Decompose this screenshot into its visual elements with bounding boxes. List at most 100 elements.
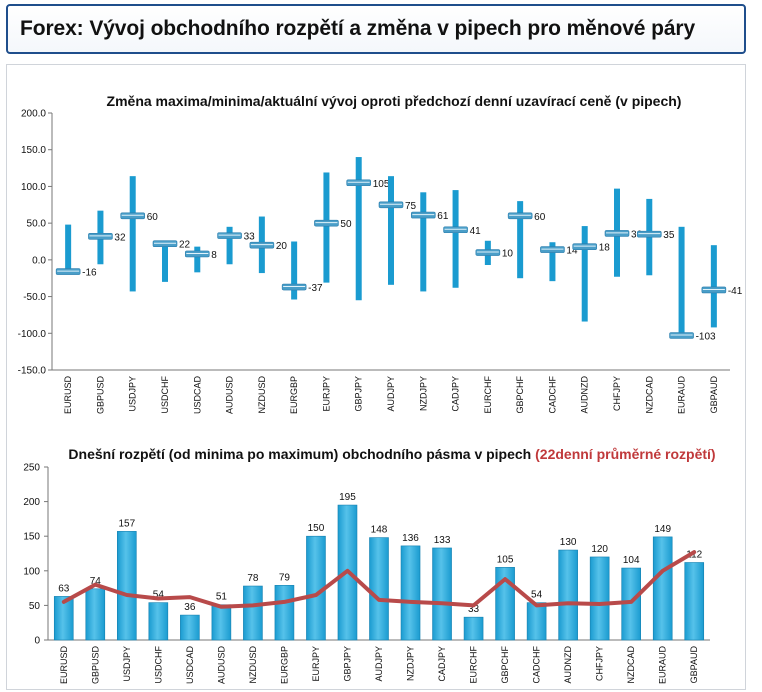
chart2-value-label: 74: [90, 576, 102, 587]
chart2-title-main: Dnešní rozpětí (od minima po maximum) ob…: [68, 446, 531, 462]
chart1-title: Změna maxima/minima/aktuální vývoj oprot…: [107, 93, 682, 109]
chart2-value-label: 133: [434, 535, 451, 546]
chart1-current-label: -37: [308, 283, 323, 294]
chart2-category-label: NZDCAD: [626, 646, 636, 684]
chart1-category-label: GBPJPY: [354, 376, 364, 412]
chart1-current-label: 8: [211, 250, 217, 261]
chart1-category-label: EURUSD: [63, 376, 73, 415]
chart1-current-label: 33: [244, 232, 256, 243]
chart2-ytick-label: 150: [23, 532, 40, 543]
chart1-category-label: CHFJPY: [612, 376, 622, 411]
chart1-range-bar: [420, 192, 427, 292]
chart1-range-bar: [291, 241, 298, 300]
chart1-current-label: 10: [502, 249, 514, 260]
chart1-current-label: 60: [534, 212, 546, 223]
chart1-category-label: NZDUSD: [257, 376, 267, 414]
chart1-category-label: EURJPY: [321, 376, 331, 412]
chart1-ytick-label: 0.0: [32, 255, 46, 266]
chart1-category-label: EURCHF: [483, 375, 493, 413]
chart-daily-range: Dnešní rozpětí (od minima po maximum) ob…: [23, 446, 715, 684]
chart2-bar: [85, 588, 106, 641]
chart2-title: Dnešní rozpětí (od minima po maximum) ob…: [68, 446, 715, 462]
chart1-category-label: CADCHF: [547, 375, 557, 413]
chart1-current-label: 61: [437, 211, 449, 222]
chart1-category-label: USDCHF: [160, 375, 170, 413]
chart2-ytick-label: 200: [23, 497, 40, 508]
chart2-bar: [400, 545, 421, 641]
chart2-category-label: AUDJPY: [374, 646, 384, 682]
chart2-value-label: 150: [308, 523, 325, 534]
chart1-category-label: AUDJPY: [386, 376, 396, 412]
chart2-bar: [558, 549, 578, 641]
chart1-current-label: 50: [340, 219, 352, 230]
chart1-ytick-label: 100.0: [21, 182, 46, 193]
chart1-range-bar: [65, 224, 72, 271]
chart1-current-label: -41: [728, 286, 743, 297]
chart2-value-label: 63: [58, 583, 70, 594]
chart1-range-bar: [355, 157, 362, 301]
chart-pip-change: Změna maxima/minima/aktuální vývoj oprot…: [18, 93, 743, 414]
chart1-category-label: GBPAUD: [709, 376, 719, 414]
chart2-category-label: EURJPY: [311, 646, 321, 682]
chart1-ytick-label: -150.0: [18, 366, 47, 377]
chart2-bar: [369, 537, 389, 641]
chart1-ytick-label: -50.0: [23, 292, 46, 303]
chart1-range-bar: [323, 172, 330, 283]
page-header: Forex: Vývoj obchodního rozpětí a změna …: [6, 4, 746, 54]
chart2-value-label: 78: [247, 573, 259, 584]
chart1-range-bar: [710, 245, 717, 328]
chart1-range-bar: [581, 226, 588, 322]
chart2-value-label: 149: [654, 524, 671, 535]
chart2-category-label: USDCHF: [153, 645, 163, 683]
chart2-value-label: 54: [153, 590, 165, 601]
chart2-bar: [463, 616, 484, 641]
chart1-current-label: 32: [114, 232, 126, 243]
chart2-value-label: 104: [623, 555, 640, 566]
chart2-bar: [684, 562, 705, 641]
chart1-current-label: 14: [566, 246, 578, 257]
chart2-ytick-label: 100: [23, 566, 40, 577]
chart2-value-label: 79: [279, 572, 291, 583]
chart2-bar: [432, 547, 452, 641]
chart2-bar: [652, 536, 673, 641]
chart1-category-label: USDJPY: [128, 376, 138, 412]
chart1-range-bar: [517, 201, 524, 279]
chart2-category-label: CHFJPY: [595, 646, 605, 681]
chart2-value-label: 51: [216, 592, 228, 603]
chart2-category-label: AUDNZD: [563, 646, 573, 684]
chart2-bar: [117, 531, 137, 641]
chart1-range-bar: [678, 226, 685, 337]
chart2-value-label: 105: [497, 554, 514, 565]
chart1-range-bar: [388, 176, 394, 285]
chart1-category-label: NZDCAD: [644, 376, 654, 414]
chart2-category-label: USDCAD: [185, 646, 195, 685]
chart2-value-label: 136: [402, 533, 419, 544]
chart2-value-label: 130: [560, 537, 577, 548]
chart1-category-label: CADJPY: [451, 376, 461, 412]
chart2-title-highlight: (22denní průměrné rozpětí): [535, 446, 715, 462]
chart2-category-label: CADCHF: [532, 645, 542, 683]
chart1-current-label: 60: [147, 212, 159, 223]
chart2-value-label: 120: [591, 544, 608, 555]
chart2-value-label: 148: [371, 525, 388, 536]
chart2-value-label: 195: [339, 492, 356, 503]
chart1-range-bar: [549, 242, 556, 282]
chart1-ytick-label: 200.0: [21, 109, 46, 120]
chart2-category-label: GBPUSD: [90, 646, 100, 685]
chart2-value-label: 112: [686, 549, 702, 560]
chart1-current-label: 105: [373, 179, 390, 190]
chart1-category-label: EURAUD: [677, 376, 687, 415]
chart2-ytick-label: 0: [34, 636, 40, 647]
chart1-category-label: GBPUSD: [95, 376, 105, 415]
chart2-category-label: EURAUD: [658, 646, 668, 685]
chart2-ytick-label: 250: [23, 463, 40, 474]
chart2-category-label: NZDUSD: [248, 646, 258, 684]
chart2-value-label: 36: [184, 602, 196, 613]
chart1-range-bar: [162, 241, 168, 282]
chart2-category-label: GBPJPY: [342, 646, 352, 682]
chart2-bar: [180, 614, 200, 641]
chart1-category-label: AUDUSD: [225, 376, 235, 415]
chart1-current-label: 75: [405, 201, 417, 212]
chart1-current-label: 20: [276, 241, 288, 252]
